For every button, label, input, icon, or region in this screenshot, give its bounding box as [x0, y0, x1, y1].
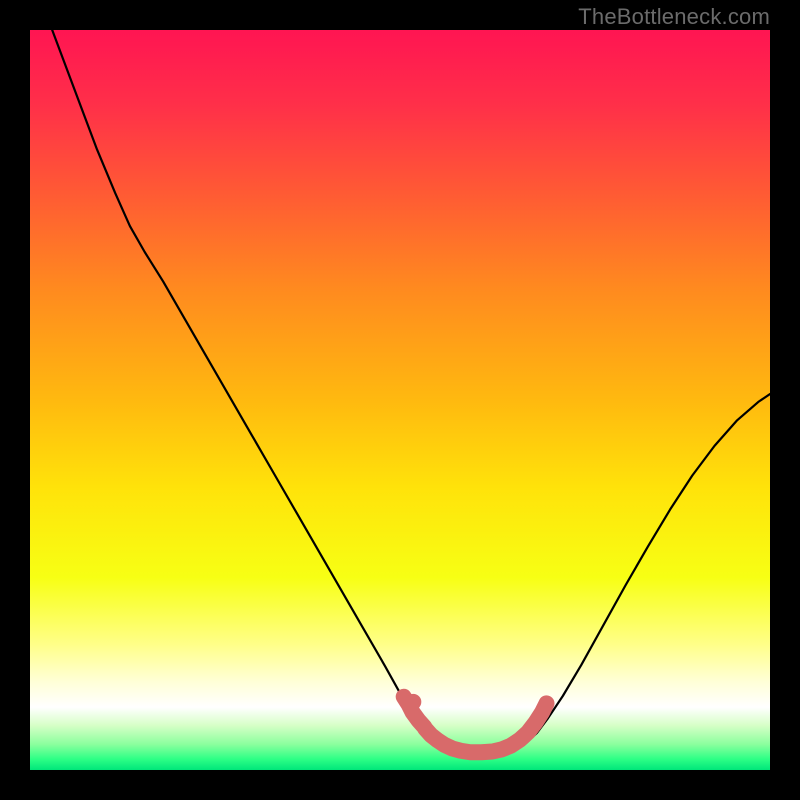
- watermark-text: TheBottleneck.com: [578, 4, 770, 30]
- plot-background: [30, 30, 770, 770]
- chart-frame: TheBottleneck.com: [0, 0, 800, 800]
- bottleneck-curve-chart: [0, 0, 800, 800]
- marker-dot: [405, 694, 421, 710]
